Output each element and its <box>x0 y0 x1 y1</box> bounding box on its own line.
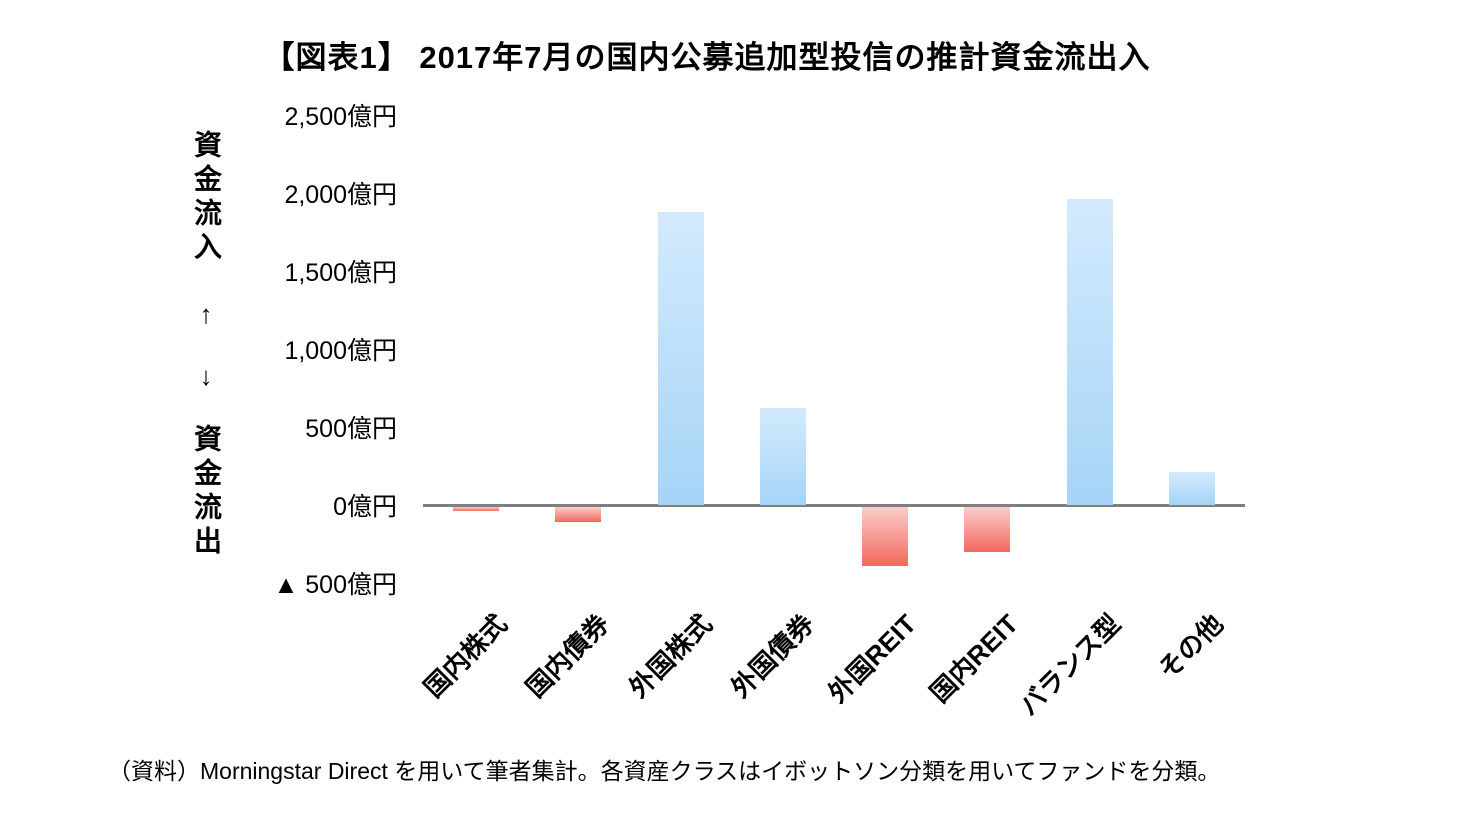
y-tick-label: 2,500億円 <box>284 103 397 131</box>
x-axis-category-label: 国内債券 <box>520 608 616 704</box>
y-tick-label: 0億円 <box>333 493 397 521</box>
x-axis-category-label: バランス型 <box>1013 608 1127 722</box>
bar-国内株式 <box>453 506 500 512</box>
source-note: （資料）Morningstar Direct を用いて筆者集計。各資産クラスはイ… <box>108 758 1221 784</box>
x-axis-category-label: 外国REIT <box>822 608 922 709</box>
y-axis-inflow-label: 資金流入 <box>191 130 222 266</box>
y-tick-label: 2,000億円 <box>284 181 397 209</box>
y-tick-label: 1,500億円 <box>284 259 397 287</box>
y-tick-label: ▲ 500億円 <box>273 571 397 599</box>
up-arrow-icon: ↑ <box>199 299 213 330</box>
bar-外国REIT <box>862 506 909 566</box>
bar-外国株式 <box>657 211 704 505</box>
bar-外国債券 <box>759 408 806 505</box>
x-axis-category-label: 国内REIT <box>924 608 1025 709</box>
x-axis-line <box>423 503 1245 507</box>
x-axis-category-label: 国内株式 <box>418 608 513 704</box>
y-tick-label: 500億円 <box>305 415 397 443</box>
x-axis-category-label: 外国債券 <box>724 608 820 704</box>
bar-国内REIT <box>964 506 1011 552</box>
y-axis-direction-label: 資金流入 ↑ ↓ 資金流出 <box>186 130 226 560</box>
chart-title: 【図表1】 2017年7月の国内公募追加型投信の推計資金流出入 <box>263 40 1151 75</box>
x-axis-category-label: 外国株式 <box>622 608 718 704</box>
plot-area <box>423 115 1245 583</box>
bar-その他 <box>1168 472 1215 505</box>
bar-国内債券 <box>555 506 602 523</box>
down-arrow-icon: ↓ <box>199 360 213 391</box>
bar-バランス型 <box>1066 199 1113 505</box>
y-axis-outflow-label: 資金流出 <box>191 423 222 560</box>
y-tick-label: 1,000億円 <box>284 337 397 365</box>
x-axis-category-label: その他 <box>1152 608 1229 685</box>
